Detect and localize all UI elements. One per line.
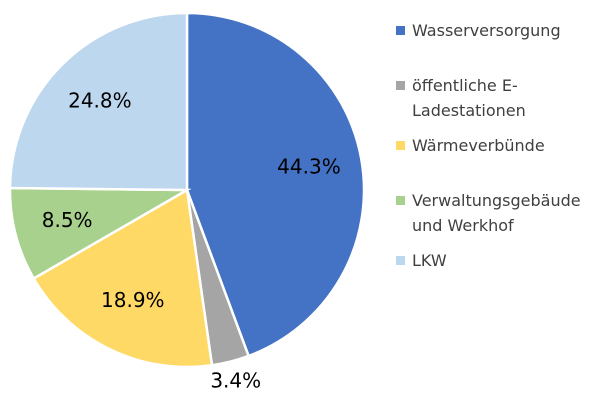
legend-label: öffentliche E-Ladestationen	[412, 76, 526, 120]
data-label: 44.3%	[277, 155, 341, 179]
legend-label: LKW	[412, 251, 447, 270]
legend-swatch	[396, 26, 405, 35]
legend-swatch	[396, 256, 405, 265]
pie-slice	[8, 11, 189, 192]
pie-slice	[8, 186, 192, 281]
legend-item: LKW	[396, 248, 571, 273]
pie-slice	[32, 187, 214, 369]
data-label: 24.8%	[68, 88, 132, 112]
legend-item: Verwaltungsgebäude und Werkhof	[396, 188, 581, 238]
legend-swatch	[396, 81, 405, 90]
legend-swatch	[396, 196, 405, 205]
legend-label: Wärmeverbünde	[412, 136, 545, 155]
data-label: 18.9%	[101, 288, 165, 312]
legend-label: Wasserversorgung	[412, 21, 561, 40]
pie-slice	[185, 11, 366, 358]
legend-swatch	[396, 141, 405, 150]
legend-item: Wärmeverbünde	[396, 133, 571, 158]
legend-item: öffentliche E-Ladestationen	[396, 73, 571, 123]
legend-item: Wasserversorgung	[396, 18, 571, 43]
pie-area: 44.3% 3.4% 18.9% 8.5% 24.8%	[8, 11, 366, 393]
legend: Wasserversorgung öffentliche E-Ladestatio…	[396, 18, 581, 303]
legend-label: Verwaltungsgebäude und Werkhof	[412, 191, 581, 235]
data-label: 8.5%	[42, 208, 93, 232]
data-label: 3.4%	[210, 369, 261, 393]
